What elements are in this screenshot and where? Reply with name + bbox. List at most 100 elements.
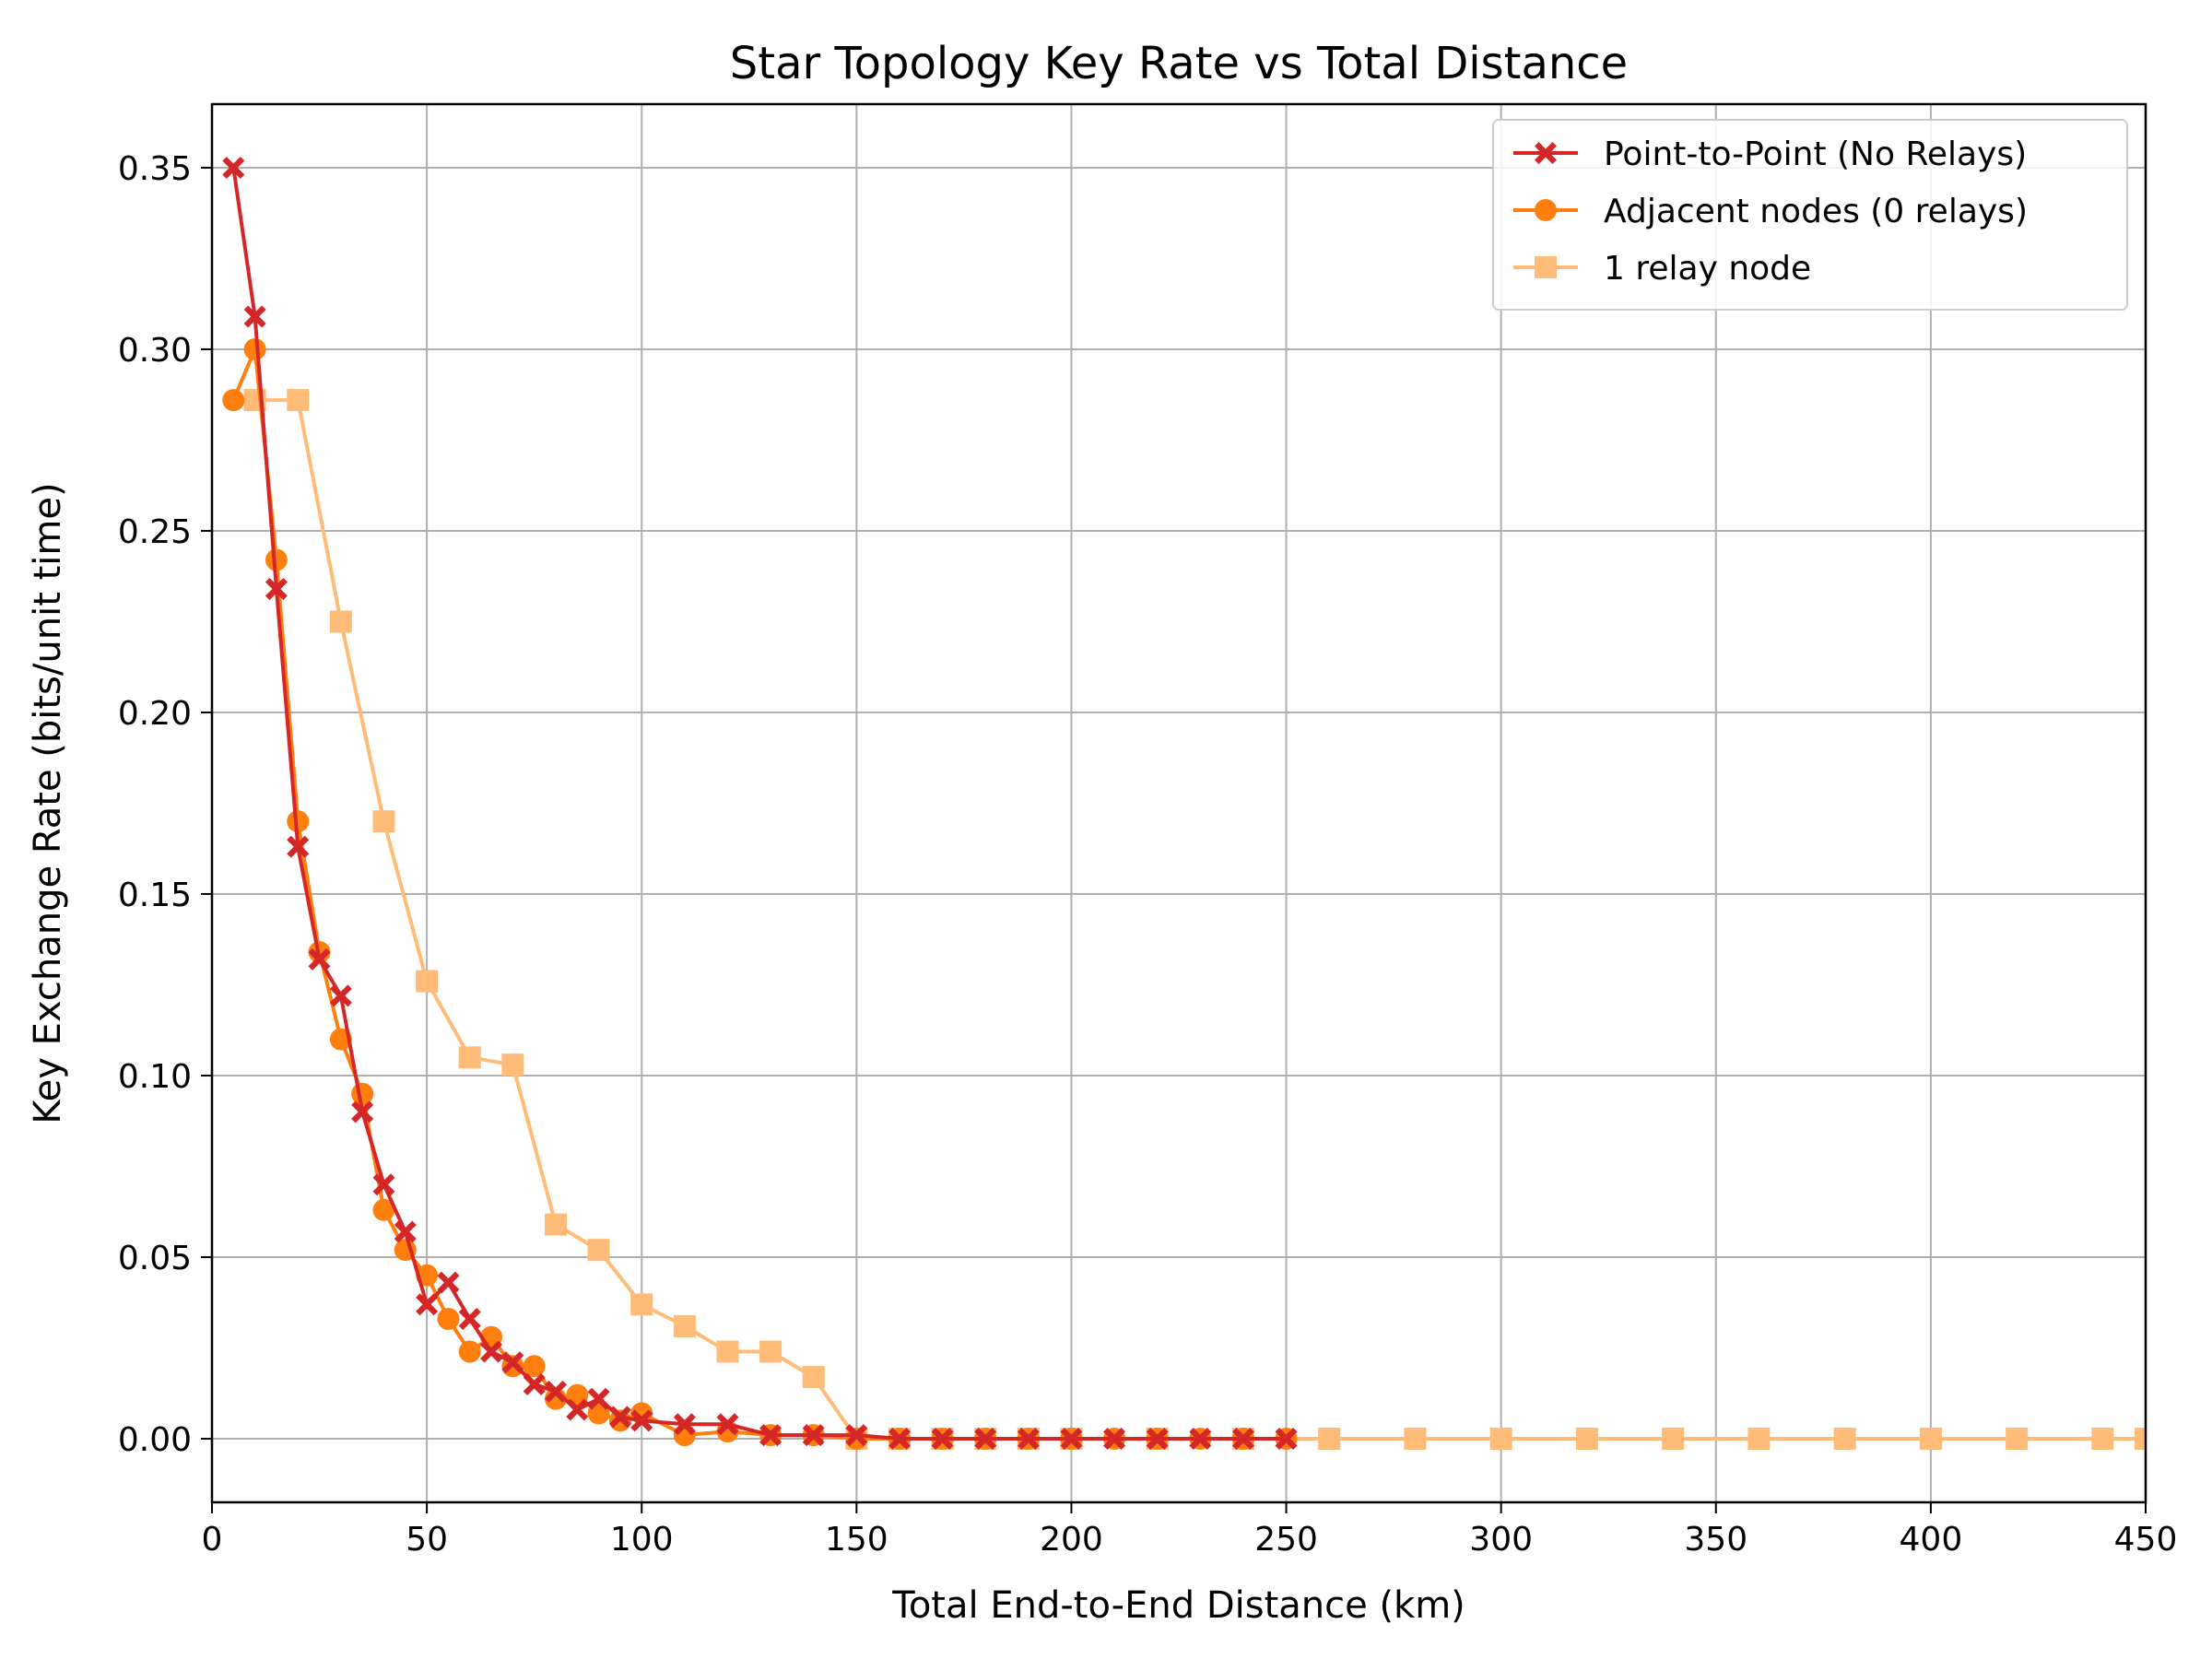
data-point: [673, 1413, 696, 1436]
data-point: [372, 810, 395, 833]
data-point: [287, 810, 310, 833]
data-point: [1833, 1428, 1856, 1451]
data-point: [1318, 1428, 1341, 1451]
legend-marker: [1535, 199, 1557, 221]
data-point: [372, 1173, 395, 1196]
x-tick-label: 150: [825, 1521, 888, 1559]
legend-item: 1 relay node: [1513, 250, 1811, 288]
y-axis-label: Key Exchange Rate (bits/unit time): [27, 482, 69, 1124]
data-point: [802, 1424, 825, 1447]
data-point: [716, 1413, 739, 1436]
legend-marker: [1535, 256, 1557, 278]
legend-marker: [1535, 142, 1557, 164]
data-point: [608, 1406, 631, 1429]
x-tick-label: 0: [202, 1521, 223, 1559]
data-point: [1919, 1428, 1942, 1451]
x-tick-label: 250: [1254, 1521, 1318, 1559]
data-point: [437, 1271, 460, 1294]
x-tick-label: 300: [1469, 1521, 1533, 1559]
data-point: [265, 578, 288, 601]
data-point: [458, 1308, 481, 1331]
data-point: [974, 1428, 997, 1451]
data-point: [1575, 1428, 1598, 1451]
data-point: [544, 1213, 567, 1236]
data-point: [566, 1398, 589, 1421]
data-point: [630, 1409, 653, 1432]
data-point: [222, 389, 245, 412]
data-point: [673, 1314, 696, 1337]
x-tick-label: 200: [1040, 1521, 1103, 1559]
data-point: [888, 1428, 911, 1451]
x-tick-label: 400: [1900, 1521, 1963, 1559]
data-point: [2091, 1428, 2114, 1451]
data-point: [372, 1198, 395, 1221]
data-point: [931, 1428, 954, 1451]
data-point: [845, 1424, 868, 1447]
data-point: [329, 984, 352, 1007]
data-point: [394, 1220, 417, 1243]
axis-ticks: 0 50 100 150 200 250 300 350 400 450 0.00 0.05 0.10 0…: [118, 150, 2178, 1559]
data-point: [458, 1340, 481, 1363]
y-tick-label: 0.00: [118, 1421, 192, 1459]
x-tick-label: 50: [406, 1521, 448, 1559]
data-point: [587, 1387, 610, 1410]
data-point: [287, 389, 310, 412]
data-point: [243, 337, 266, 360]
data-point: [1231, 1428, 1254, 1451]
legend-item: Point-to-Point (No Relays): [1513, 135, 2027, 173]
data-point: [308, 947, 331, 971]
data-point: [458, 1046, 481, 1069]
data-point: [501, 1351, 524, 1374]
legend-item: Adjacent nodes (0 relays): [1513, 193, 2028, 230]
data-point: [1189, 1428, 1212, 1451]
plot-frame: [210, 102, 2147, 1504]
data-point: [2135, 1428, 2146, 1451]
data-point: [759, 1424, 782, 1447]
data-point: [287, 835, 310, 858]
y-tick-label: 0.20: [118, 695, 192, 733]
data-point: [243, 305, 266, 328]
data-point: [416, 970, 439, 993]
data-point: [1017, 1428, 1040, 1451]
data-point: [480, 1340, 503, 1363]
data-point: [265, 548, 288, 571]
data-point: [1747, 1428, 1771, 1451]
data-point: [1060, 1428, 1083, 1451]
data-point: [587, 1239, 610, 1262]
data-point: [416, 1293, 439, 1316]
data-point: [222, 156, 245, 179]
data-point: [759, 1340, 782, 1363]
y-tick-label: 0.15: [118, 877, 192, 914]
y-tick-label: 0.30: [118, 332, 192, 370]
data-point: [1662, 1428, 1685, 1451]
legend-box: [1492, 119, 2128, 311]
series-1: [222, 156, 1298, 1451]
data-point: [1103, 1428, 1126, 1451]
x-tick-label: 450: [2114, 1521, 2178, 1559]
data-point: [523, 1372, 546, 1395]
data-point: [329, 610, 352, 633]
legend-label: Adjacent nodes (0 relays): [1604, 193, 2028, 230]
y-tick-label: 0.05: [118, 1240, 192, 1277]
x-tick-label: 350: [1684, 1521, 1747, 1559]
data-point: [1489, 1428, 1512, 1451]
data-point: [501, 1053, 524, 1077]
x-axis-label: Total End-to-End Distance (km): [891, 1584, 1465, 1627]
y-tick-label: 0.35: [118, 150, 192, 188]
data-point: [716, 1340, 739, 1363]
data-point: [1275, 1428, 1298, 1451]
legend-label: 1 relay node: [1604, 250, 1811, 288]
data-point: [351, 1082, 374, 1105]
legend-label: Point-to-Point (No Relays): [1604, 135, 2027, 173]
series-layer: [222, 156, 2146, 1451]
data-point: [1146, 1428, 1169, 1451]
data-point: [523, 1355, 546, 1378]
data-point: [544, 1380, 567, 1403]
data-point: [351, 1100, 374, 1124]
data-point: [2006, 1428, 2029, 1451]
data-point: [630, 1293, 653, 1316]
legend: Point-to-Point (No Relays) Adjacent nodes…: [1492, 119, 2128, 311]
data-point: [437, 1308, 460, 1331]
y-tick-label: 0.25: [118, 513, 192, 551]
